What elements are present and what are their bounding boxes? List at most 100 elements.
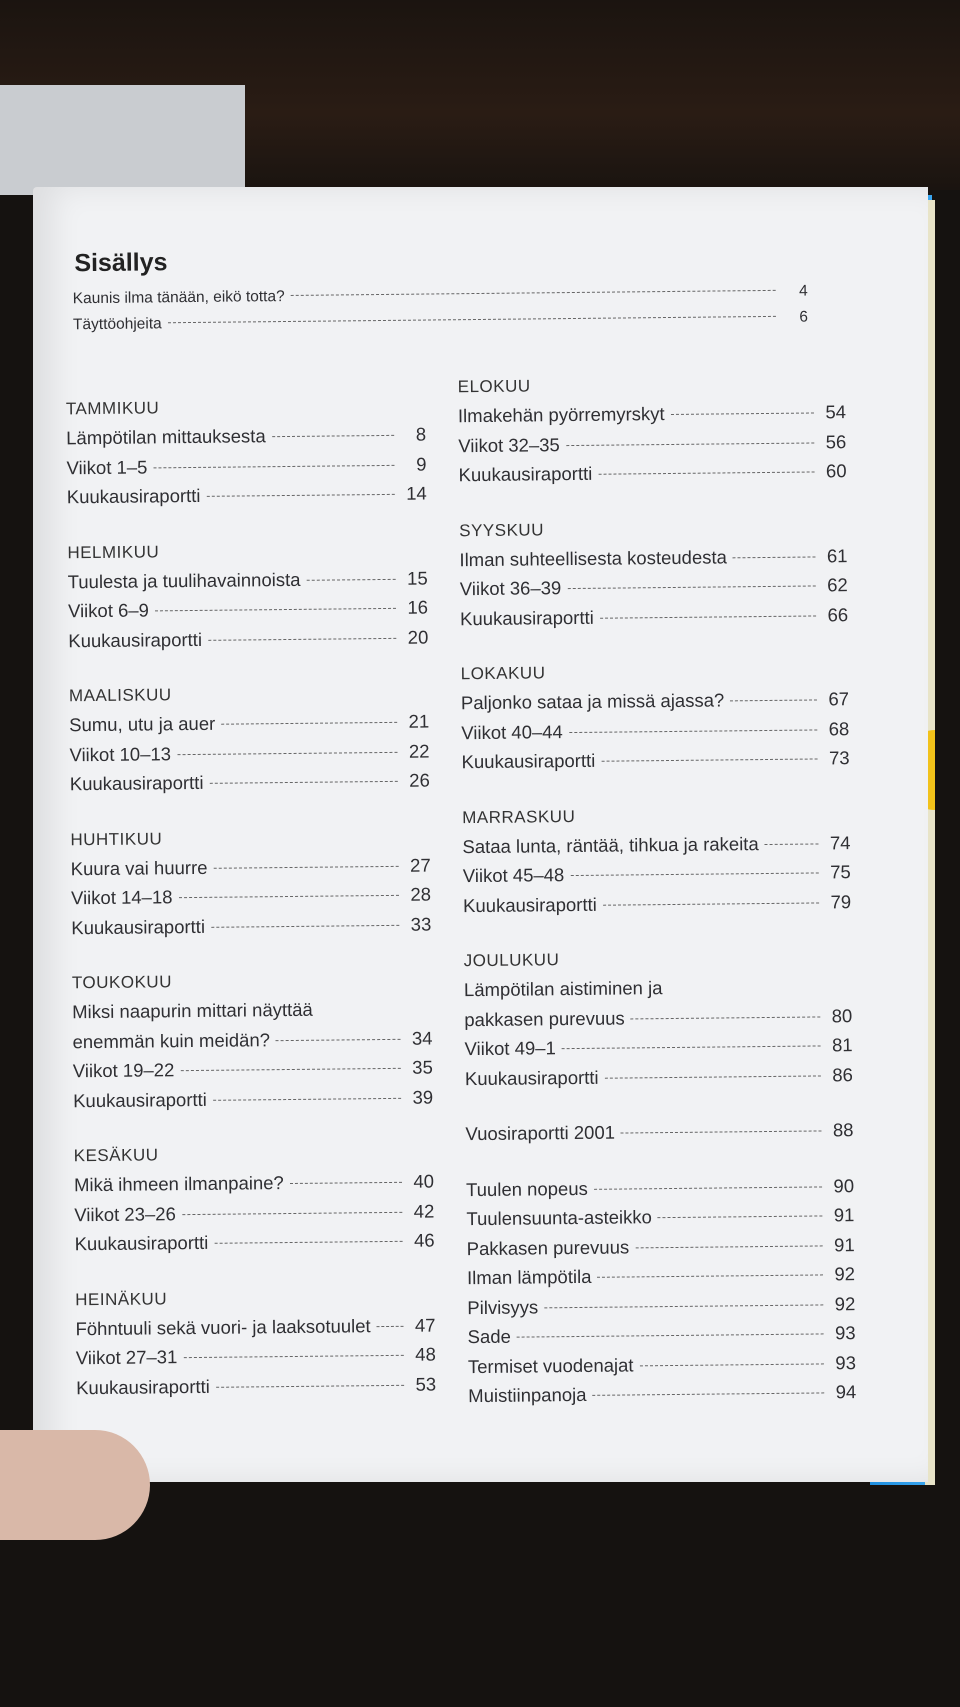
toc-entry: Tuulesta ja tuulihavainnoista 15 [68,563,428,596]
toc-section: LOKAKUU Paljonko sataa ja missä ajassa? 67… [461,655,850,777]
entry-title: Kuukausiraportti [462,893,597,916]
entry-page: 91 [833,1204,855,1226]
left-column: TAMMIKUU Lämpötilan mittauksesta 8 Viikot 1… [66,391,437,1429]
section-heading: TAMMIKUU [65,398,160,419]
entry-title: Ilman lämpötila [466,1265,592,1289]
entry-page: 68 [828,717,850,739]
toc-entry: Föhntuuli sekä vuori- ja laaksotuulet 47 [75,1310,435,1343]
toc-entry: Viikot 10–13 22 [69,736,429,769]
dot-leader [544,1303,824,1308]
entry-page: 61 [826,544,848,566]
toc-entry: Viikot 19–22 35 [73,1053,433,1086]
dot-leader [630,1015,821,1019]
entry-page: 93 [834,1322,856,1344]
dot-leader [180,1067,401,1072]
entry-page: 92 [834,1263,856,1285]
entry-title: Paljonko sataa ja missä ajassa? [460,689,725,714]
entry-title: Kuukausiraportti [76,1375,210,1398]
entry-title: Kuura vai huurre [70,856,208,879]
toc-entry: Lämpötilan mittauksesta 8 [66,420,426,453]
toc-entry: Pakkasen purevuus 91 [467,1230,855,1264]
entry-title: Vuosiraportti 2001 [465,1121,616,1145]
dot-leader [209,780,398,784]
toc-entry: Viikot 27–31 48 [76,1339,436,1372]
entry-title: Kuukausiraportti [74,1231,209,1255]
dot-leader [602,901,820,906]
dot-leader [561,1045,821,1050]
dot-leader [275,1038,401,1041]
entry-page: 92 [834,1292,856,1314]
entry-page: 8 [415,423,427,445]
dot-leader [376,1325,404,1327]
entry-title: Täyttöohjeita [72,315,162,334]
toc-section: JOULUKUU Lämpötilan aistiminen ja pakkasen… [464,942,854,1093]
entry-page: 86 [832,1063,854,1085]
toc-entry: Viikot 45–48 75 [463,857,851,891]
section-heading: JOULUKUU [463,950,560,971]
entry-page: 26 [409,769,430,791]
toc-entry: Viikot 14–18 28 [71,880,431,913]
dot-leader [183,1354,404,1359]
entry-page: 47 [414,1313,436,1336]
entry-title: Sataa lunta, räntää, tihkua ja rakeita [462,832,759,857]
entry-title: Kaunis ilma tänään, eikö totta? [72,288,285,308]
entry-title: Tuulen nopeus [465,1177,588,1200]
dot-leader [764,842,819,845]
section-heading: ELOKUU [457,376,531,397]
dot-leader [176,751,398,755]
toc-entry: Sumu, utu ja auer 21 [69,707,429,740]
entry-page: 20 [407,626,429,648]
entry-title: Viikot 10–13 [69,742,172,765]
entry-title: Miksi naapurin mittari näyttää [72,998,313,1023]
entry-title: Pilvisyys [467,1295,539,1318]
dot-leader [568,728,818,733]
section-heading: SYYSKUU [459,519,545,540]
toc-entry: Kuukausiraportti 79 [463,887,851,921]
entry-page: 4 [798,282,808,300]
entry-page: 27 [409,854,431,876]
entry-title: Viikot 32–35 [458,433,560,456]
dot-leader [604,1074,821,1079]
toc-section: Tuulen nopeus 90 Tuulensuunta-asteikko 91 Pa… [466,1171,856,1411]
right-column: ELOKUU Ilmakehän pyörremyrskyt 54 Viikot 32… [458,368,857,1437]
toc-section: KESÄKUU Mikä ihmeen ilmanpaine? 40 Viikot 2… [74,1138,435,1259]
entry-title: Lämpötilan aistiminen ja [463,977,663,1001]
intro-entries: Kaunis ilma tänään, eikö totta? 4 Täyttöoh… [73,279,809,339]
dot-leader [154,607,396,612]
toc-section: Vuosiraportti 2001 88 [465,1115,853,1149]
entry-page: 93 [835,1351,857,1373]
dot-leader [635,1244,823,1248]
dot-leader [620,1130,822,1134]
toc-entry: Tuulen nopeus 90 [466,1171,854,1205]
entry-page: 15 [406,567,428,589]
toc-entry: Viikot 32–35 56 [458,427,846,461]
entry-title: Viikot 6–9 [67,599,150,622]
toc-section: ELOKUU Ilmakehän pyörremyrskyt 54 Viikot 32… [458,368,847,490]
entry-title: Lämpötilan mittauksesta [66,425,266,449]
entry-page: 14 [406,482,427,504]
dot-leader [210,924,400,928]
toc-entry: pakkasen purevuus 80 [464,1001,852,1035]
dot-leader [213,865,399,869]
dot-leader [207,637,397,641]
entry-page: 42 [413,1200,435,1222]
section-heading: TOUKOKUU [71,972,173,993]
toc-entry: Kuukausiraportti 26 [70,766,430,799]
dot-leader [153,464,395,468]
entry-page: 21 [408,710,430,732]
section-heading: HEINÄKUU [75,1288,168,1309]
dot-leader [221,721,398,725]
entry-title: Kuukausiraportti [71,915,206,938]
toc-entry: Mikä ihmeen ilmanpaine? 40 [74,1167,434,1200]
dot-leader [289,1181,403,1185]
entry-title: Sade [467,1325,511,1348]
entry-page: 39 [412,1086,434,1108]
toc-section: SYYSKUU Ilman suhteellisesta kosteudesta 6… [459,512,848,634]
entry-page: 48 [415,1343,436,1365]
entry-title: Ilmakehän pyörremyrskyt [457,403,665,427]
toc-entry: Sade 93 [467,1318,856,1352]
dot-leader [306,578,396,581]
entry-title: Pakkasen purevuus [466,1235,630,1259]
dot-leader [592,1392,825,1396]
